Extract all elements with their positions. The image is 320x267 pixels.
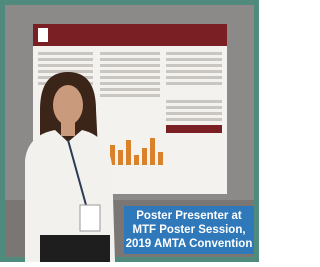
face [53, 85, 83, 125]
photo: Poster Presenter at MTF Poster Session, … [0, 0, 259, 262]
pants [40, 235, 110, 262]
caption-line: MTF Poster Session, [132, 224, 245, 236]
neck [61, 120, 75, 136]
caption-line: Poster Presenter at [136, 210, 242, 222]
poster-logo [38, 28, 48, 42]
page: {"caption": {"lines": ["Poster Presenter… [0, 0, 259, 262]
poster-section-bar [166, 125, 222, 133]
poster-header [33, 24, 227, 46]
badge [80, 205, 100, 231]
caption-line: 2019 AMTA Convention [126, 238, 253, 250]
